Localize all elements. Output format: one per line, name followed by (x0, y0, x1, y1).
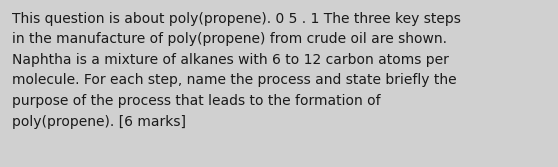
Text: This question is about poly(propene). 0 5 . 1 The three key steps
in the manufac: This question is about poly(propene). 0 … (12, 12, 461, 129)
